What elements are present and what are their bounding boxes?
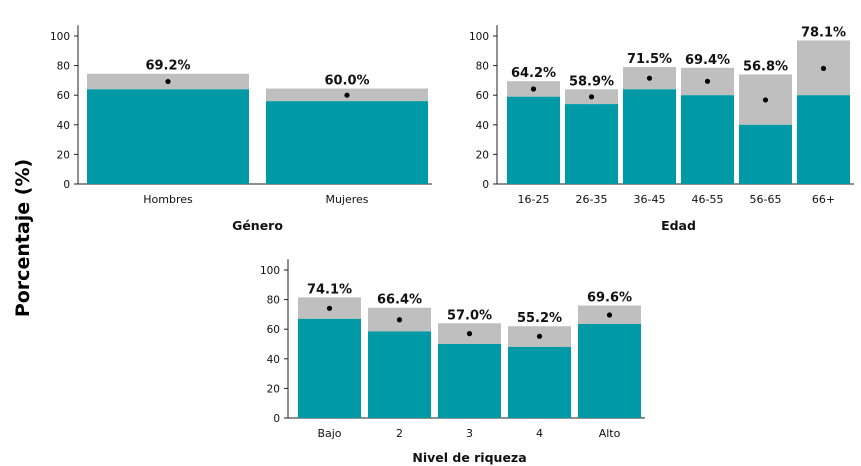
x-tick-label: 3 [466,427,473,440]
y-tick-label: 40 [57,120,70,132]
y-tick-label: 60 [57,90,70,102]
bar-lower [508,346,571,418]
panel-2: 0 20 40 60 80 100 74.1% Bajo 66.4% 2 57.0% 3 55.2% 4 6… [260,259,645,465]
bar-lower [87,89,249,184]
value-label: 71.5% [627,52,672,67]
point-marker [704,78,711,84]
y-tick-label: 20 [476,149,489,161]
x-tick-label: 56-65 [750,193,782,206]
y-tick-label: 0 [482,179,489,191]
bar-lower [565,104,618,184]
y-tick-label: 40 [476,120,489,132]
y-tick-label: 60 [476,90,489,102]
x-tick-label: Mujeres [325,193,368,206]
x-tick-label: Alto [599,427,621,440]
y-tick-label: 80 [267,295,280,307]
bar-lower [623,89,676,184]
value-label: 60.0% [324,74,369,89]
bar-lower [266,101,428,184]
x-tick-label: 26-35 [576,193,608,206]
point-marker [606,312,613,318]
y-tick-label: 60 [267,324,280,336]
chart-panels: 02040608010069.2%Hombres60.0%MujeresGéne… [50,25,854,465]
value-label: 56.8% [743,59,788,74]
panel-xlabel: Género [232,218,283,233]
value-label: 64.2% [511,66,556,81]
y-tick-label: 100 [50,31,70,43]
panel-1: 0 20 40 60 80 100 64.2% 16-25 58.9% 26-35 71.5% 36-… [469,25,854,233]
point-marker [536,333,543,339]
y-tick-label: 0 [63,179,70,191]
panel-0: 0 20 40 60 80 100 69.2% Hombres 60.0% Mujeres Géne… [50,25,432,233]
bar-lower [438,344,501,418]
bar-lower [681,95,734,184]
value-label: 57.0% [447,308,492,323]
x-tick-label: 4 [536,427,543,440]
x-tick-label: 36-45 [634,193,666,206]
bar-lower [298,318,361,418]
panel-xlabel: Edad [661,218,696,233]
bar-lower [739,124,792,184]
x-tick-label: Bajo [317,427,341,440]
value-label: 74.1% [307,282,352,297]
x-tick-label: 2 [396,427,403,440]
y-tick-label: 20 [57,149,70,161]
point-marker [344,92,350,98]
bar-lower [507,96,560,184]
bar-lower [578,324,641,418]
y-tick-label: 100 [469,31,489,43]
figure-ylabel: Porcentaje (%) [12,159,34,317]
value-label: 69.6% [587,291,632,306]
y-tick-label: 80 [57,61,70,73]
value-label: 58.9% [569,74,614,89]
y-tick-label: 0 [273,413,280,425]
point-marker [396,317,403,323]
x-tick-label: 66+ [812,193,835,206]
point-marker [646,75,653,81]
point-marker [530,86,537,92]
x-tick-label: 46-55 [692,193,724,206]
x-tick-label: Hombres [143,193,193,206]
y-tick-label: 40 [267,354,280,366]
y-tick-label: 20 [267,383,280,395]
value-label: 69.4% [685,53,730,68]
point-marker [326,305,333,311]
point-marker [820,65,827,72]
value-label: 69.2% [145,59,190,74]
x-tick-label: 16-25 [518,193,550,206]
value-label: 66.4% [377,293,422,308]
value-label: 55.2% [517,311,562,326]
y-tick-label: 80 [476,61,489,73]
panel-xlabel: Nivel de riqueza [412,450,526,465]
bar-lower [797,95,850,184]
point-marker [588,94,595,100]
bar-lower [368,331,431,418]
point-marker [165,78,171,85]
y-tick-label: 100 [260,265,280,277]
point-marker [762,97,769,103]
point-marker [466,331,473,337]
value-label: 78.1% [801,25,846,40]
